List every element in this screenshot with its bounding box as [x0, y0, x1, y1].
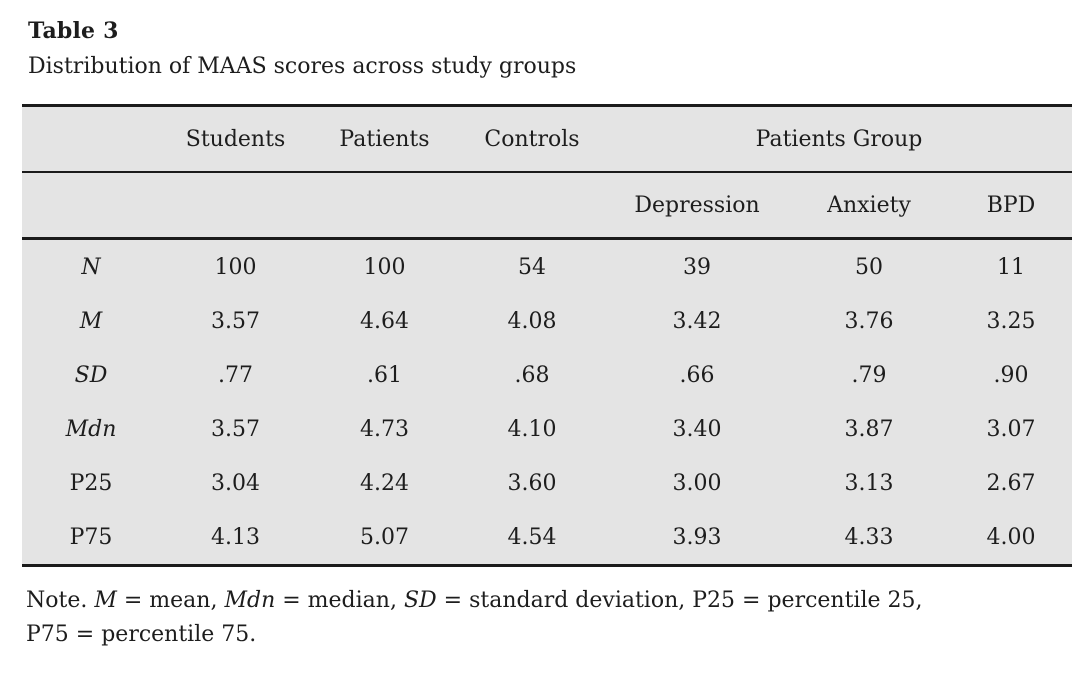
table-cell: 4.64: [360, 308, 409, 334]
row-label: N: [81, 254, 101, 280]
table-cell: 3.00: [672, 470, 722, 496]
table-cell: 54: [518, 254, 546, 280]
col-header-depression: Depression: [606, 172, 788, 240]
table-row-p75: P75 4.13 5.07 4.54 3.93 4.33 4.00: [22, 510, 1072, 566]
table-cell: .68: [514, 362, 550, 388]
row-label: Mdn: [65, 416, 117, 442]
stats-table: Students Patients Controls Patients Grou…: [22, 104, 1073, 567]
table-cell: 3.60: [507, 470, 557, 496]
table-cell: 4.00: [986, 524, 1036, 550]
table-cell: 3.93: [672, 524, 722, 550]
table-row-sd: SD .77 .61 .68 .66 .79 .90: [22, 348, 1072, 402]
table-cell: 100: [363, 254, 406, 280]
row-label: P25: [69, 470, 113, 496]
table-cell: 3.13: [844, 470, 894, 496]
table-cell: 11: [997, 254, 1026, 280]
table-number: Table 3: [28, 18, 119, 44]
table-row-p25: P25 3.04 4.24 3.60 3.00 3.13 2.67: [22, 456, 1072, 510]
row-label: M: [79, 308, 103, 334]
table-cell: 4.24: [360, 470, 409, 496]
table-cell: .66: [679, 362, 715, 388]
table-cell: 4.54: [507, 524, 557, 550]
table-cell: .79: [851, 362, 887, 388]
table-cell: 2.67: [986, 470, 1036, 496]
table-cell: 3.25: [986, 308, 1036, 334]
note-line-1: Note. M = mean, Mdn = median, SD = stand…: [26, 584, 1056, 618]
table-cell: 3.07: [986, 416, 1036, 442]
table-cell: 4.73: [360, 416, 409, 442]
table-cell: 4.33: [844, 524, 894, 550]
note-line-2: P75 = percentile 75.: [26, 622, 257, 647]
header-row-groups: Students Patients Controls Patients Grou…: [22, 105, 1073, 173]
row-label: P75: [69, 524, 113, 550]
note-text: = mean,: [116, 588, 225, 613]
note-text: = median,: [275, 588, 404, 613]
table-caption: Distribution of MAAS scores across study…: [28, 54, 577, 79]
table-cell: 4.08: [507, 308, 557, 334]
col-header-bpd: BPD: [950, 172, 1073, 240]
table-cell: 50: [855, 254, 883, 280]
table-cell: 3.57: [211, 416, 260, 442]
table-row-n: N 100 100 54 39 50 11: [22, 239, 1072, 295]
header-row-subgroups: Depression Anxiety BPD: [22, 172, 1073, 240]
table-row-mean: M 3.57 4.64 4.08 3.42 3.76 3.25: [22, 294, 1072, 348]
table-cell: 3.76: [844, 308, 894, 334]
col-header-students: Students: [160, 105, 311, 173]
note-abbrev-m: M: [94, 588, 117, 613]
note-abbrev-mdn: Mdn: [224, 588, 276, 613]
table-cell: 3.40: [672, 416, 722, 442]
col-header-controls: Controls: [458, 105, 606, 173]
table-cell: 3.57: [211, 308, 260, 334]
table-cell: 39: [683, 254, 711, 280]
table-cell: .77: [218, 362, 253, 388]
col-header-anxiety: Anxiety: [788, 172, 950, 240]
table-cell: 4.10: [507, 416, 557, 442]
col-header-patients-group: Patients Group: [606, 105, 1073, 173]
row-label: SD: [74, 362, 108, 388]
table-note: Note. M = mean, Mdn = median, SD = stand…: [26, 584, 1056, 652]
table-cell: 3.42: [672, 308, 722, 334]
table-cell: 100: [214, 254, 257, 280]
table-cell: 3.04: [211, 470, 260, 496]
table-cell: .90: [993, 362, 1029, 388]
note-text: Note.: [26, 588, 95, 613]
table-row-median: Mdn 3.57 4.73 4.10 3.40 3.87 3.07: [22, 402, 1072, 456]
note-text: = standard deviation, P25 = percentile 2…: [436, 588, 923, 613]
table-cell: 5.07: [360, 524, 409, 550]
col-header-patients: Patients: [311, 105, 458, 173]
table-cell: 4.13: [211, 524, 260, 550]
empty-header-cell: [22, 105, 160, 173]
note-abbrev-sd: SD: [403, 588, 437, 613]
table-cell: .61: [367, 362, 402, 388]
table-cell: 3.87: [844, 416, 894, 442]
empty-header-cell: [22, 172, 606, 240]
